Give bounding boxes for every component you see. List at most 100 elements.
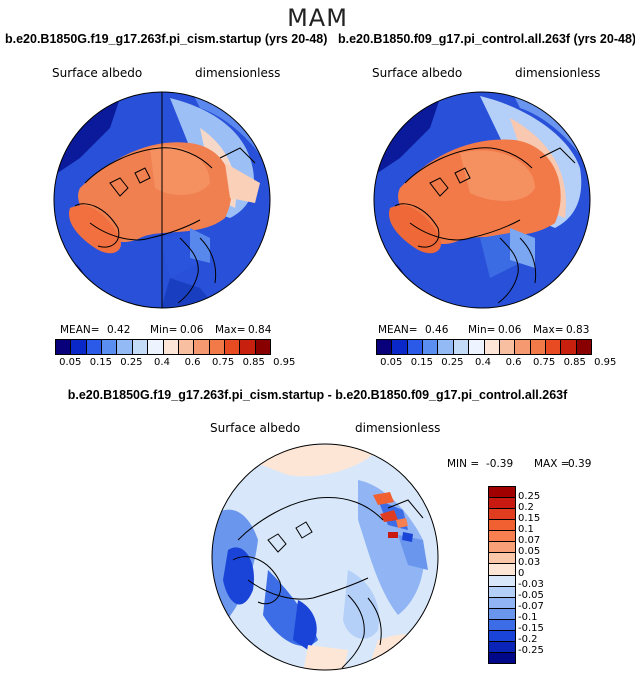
- colorbar-tick-label: 0.75: [212, 357, 235, 368]
- panel2-min-label: Min=: [468, 324, 496, 336]
- colorbar-tick-label: 0.95: [273, 357, 296, 368]
- colorbar-swatch: [438, 340, 454, 354]
- panel1-max-value: 0.84: [248, 324, 272, 336]
- colorbar-swatch: [102, 340, 118, 354]
- colorbar-swatch: [545, 340, 562, 354]
- colorbar-swatch: [392, 340, 408, 354]
- colorbar-swatch: [86, 340, 103, 354]
- diff-colorbar-label: -0.03: [518, 579, 544, 590]
- panel1-min-label: Min=: [150, 324, 178, 336]
- colorbar-swatch: [515, 340, 531, 354]
- diff-colorbar-label: 0.25: [518, 491, 541, 502]
- diff-colorbar-label: 0: [518, 568, 525, 579]
- diff-colorbar-label: -0.05: [518, 590, 544, 601]
- diff-colorbar-swatch: [489, 553, 515, 565]
- panel1-colorbar: [55, 339, 271, 355]
- diff-units-label: dimensionless: [355, 421, 441, 435]
- diff-colorbar-label: 0.2: [518, 502, 534, 513]
- diff-colorbar-label: 0.15: [518, 513, 541, 524]
- colorbar-tick-label: 0.75: [533, 357, 556, 368]
- panel2-max-label: Max=: [533, 324, 564, 336]
- colorbar-tick-label: 0.4: [475, 357, 491, 368]
- diff-colorbar-swatch: [489, 542, 515, 554]
- colorbar-tick-label: 0.15: [89, 357, 112, 368]
- colorbar-swatch: [255, 340, 271, 354]
- colorbar-swatch: [148, 340, 164, 354]
- diff-colorbar-swatch: [489, 619, 515, 631]
- colorbar-swatch: [377, 340, 393, 354]
- diff-colorbar-swatch: [489, 498, 515, 510]
- diff-colorbar-label: 0.05: [518, 546, 541, 557]
- diff-colorbar-swatch: [489, 597, 515, 609]
- diff-colorbar-label: -0.1: [518, 612, 538, 623]
- colorbar-swatch: [561, 340, 577, 354]
- colorbar-tick-label: 0.05: [59, 357, 82, 368]
- colorbar-tick-label: 0.85: [563, 357, 586, 368]
- panel2-colorbar-ticks: 0.05 0.15 0.25 0.4 0.6 0.75 0.85 0.95: [376, 357, 616, 371]
- diff-title: b.e20.B1850G.f19_g17.263f.pi_cism.startu…: [67, 388, 568, 402]
- diff-colorbar-label: -0.07: [518, 601, 544, 612]
- panel2-polar-map: [373, 91, 591, 309]
- panel1-field-label: Surface albedo: [52, 66, 143, 80]
- diff-colorbar-swatch: [489, 520, 515, 532]
- diff-colorbar-label: -0.15: [518, 623, 544, 634]
- colorbar-swatch: [224, 340, 241, 354]
- panel2-colorbar: [376, 339, 592, 355]
- colorbar-swatch: [407, 340, 424, 354]
- diff-colorbar-label: -0.25: [518, 645, 544, 656]
- diff-min-value: -0.39: [486, 458, 514, 470]
- diff-colorbar-swatch: [489, 487, 515, 499]
- panel2-case-title: b.e20.B1850.f09_g17.pi_control.all.263f …: [338, 32, 635, 46]
- panel1-case-title: b.e20.B1850G.f19_g17.263f.pi_cism.startu…: [5, 32, 328, 46]
- colorbar-tick-label: 0.6: [505, 357, 522, 368]
- panel2-min-value: 0.06: [498, 324, 522, 336]
- diff-colorbar: [488, 486, 516, 664]
- diff-polar-map: [211, 443, 439, 671]
- colorbar-swatch: [194, 340, 210, 354]
- diff-colorbar-labels: 0.25 0.2 0.15 0.1 0.07 0.05 0.03 0 -0.03 -0.05 -0.…: [518, 486, 578, 662]
- colorbar-swatch: [530, 340, 546, 354]
- diff-colorbar-label: 0.1: [518, 524, 534, 535]
- panel1-units-label: dimensionless: [195, 66, 281, 80]
- panel2-field-label: Surface albedo: [372, 66, 463, 80]
- diff-colorbar-swatch: [489, 564, 515, 576]
- colorbar-swatch: [132, 340, 149, 354]
- diff-max-label: MAX =: [534, 458, 570, 470]
- diff-colorbar-swatch: [489, 531, 515, 543]
- colorbar-swatch: [499, 340, 516, 354]
- colorbar-swatch: [178, 340, 195, 354]
- panel1-colorbar-ticks: 0.05 0.15 0.25 0.4 0.6 0.75 0.85 0.95: [55, 357, 295, 371]
- panel2-mean-value: 0.46: [425, 324, 449, 336]
- diff-colorbar-swatch: [489, 630, 515, 642]
- diff-colorbar-swatch: [489, 586, 515, 598]
- diff-colorbar-swatch: [489, 652, 515, 663]
- colorbar-swatch: [209, 340, 225, 354]
- colorbar-swatch: [423, 340, 439, 354]
- panel2-units-label: dimensionless: [515, 66, 601, 80]
- panel2-max-value: 0.83: [566, 324, 590, 336]
- season-title: MAM: [287, 4, 348, 32]
- colorbar-tick-label: 0.4: [154, 357, 170, 368]
- diff-colorbar-label: 0.03: [518, 557, 541, 568]
- colorbar-swatch: [71, 340, 87, 354]
- diff-colorbar-swatch: [489, 575, 515, 587]
- diff-max-value: 0.39: [568, 458, 592, 470]
- colorbar-tick-label: 0.25: [120, 357, 143, 368]
- colorbar-tick-label: 0.6: [184, 357, 201, 368]
- panel1-mean-label: MEAN=: [60, 324, 100, 336]
- colorbar-swatch: [576, 340, 592, 354]
- colorbar-swatch: [240, 340, 256, 354]
- panel1-mean-value: 0.42: [107, 324, 131, 336]
- panel1-max-label: Max=: [215, 324, 246, 336]
- colorbar-swatch: [56, 340, 72, 354]
- diff-field-label: Surface albedo: [210, 421, 301, 435]
- colorbar-swatch: [484, 340, 500, 354]
- panel2-mean-label: MEAN=: [378, 324, 418, 336]
- diff-colorbar-swatch: [489, 641, 515, 653]
- colorbar-tick-label: 0.95: [594, 357, 617, 368]
- colorbar-tick-label: 0.25: [441, 357, 464, 368]
- colorbar-tick-label: 0.05: [380, 357, 403, 368]
- diff-colorbar-label: 0.07: [518, 535, 541, 546]
- panel1-min-value: 0.06: [180, 324, 204, 336]
- colorbar-tick-label: 0.15: [410, 357, 433, 368]
